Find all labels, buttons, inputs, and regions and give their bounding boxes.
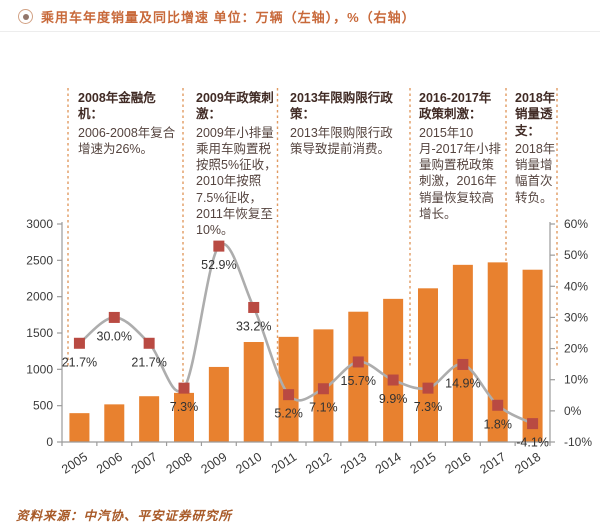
right-axis-tick-label: -10% xyxy=(564,435,592,449)
growth-label-2009: 52.9% xyxy=(201,258,236,272)
annotation-body: 2015年10月-2017年小排量购置税政策刺激，2016年销量恢复较高增长。 xyxy=(419,125,501,221)
growth-label-2005: 21.7% xyxy=(62,355,97,369)
annotation-title: 2016-2017年政策刺激： xyxy=(419,91,492,122)
growth-label-2014: 9.9% xyxy=(379,392,408,406)
growth-marker-2018 xyxy=(527,418,539,430)
x-axis-label-2015: 2015 xyxy=(408,450,439,477)
annotation-body: 2009年小排量乘用车购置税按照5%征收，2010年按照7.5%征收，2011年… xyxy=(196,125,277,238)
left-axis-tick-label: 500 xyxy=(33,399,53,413)
x-axis-label-2016: 2016 xyxy=(443,450,474,477)
sales-bar-2016 xyxy=(452,264,473,442)
right-axis-tick-label: 10% xyxy=(564,373,588,387)
figure-header: 乘用车年度销量及同比增速 单位：万辆（左轴），%（右轴） xyxy=(18,7,416,26)
growth-label-2018: -4.1% xyxy=(516,436,549,450)
growth-marker-2008 xyxy=(178,382,190,394)
sales-bar-2005 xyxy=(69,413,90,442)
growth-marker-2005 xyxy=(73,337,85,349)
annotation-title: 2009年政策刺激： xyxy=(196,91,274,122)
target-bullet-icon xyxy=(18,9,33,24)
left-axis-tick-label: 0 xyxy=(46,435,53,449)
sales-bar-2008 xyxy=(174,392,194,442)
growth-label-2006: 30.0% xyxy=(97,329,132,343)
left-axis-tick-label: 2500 xyxy=(26,253,53,267)
x-axis-label-2014: 2014 xyxy=(373,450,404,477)
growth-label-2007: 21.7% xyxy=(131,355,166,369)
growth-marker-2009 xyxy=(213,240,225,252)
growth-marker-2017 xyxy=(492,399,504,411)
x-axis-label-2007: 2007 xyxy=(129,450,160,477)
annotation-2016-2017-policy-stimulus: 2016-2017年政策刺激： 2015年10月-2017年小排量购置税政策刺激… xyxy=(419,90,503,222)
annotation-body: 2013年限购限行政策导致提前消费。 xyxy=(290,125,393,156)
x-axis-label-2008: 2008 xyxy=(164,450,195,477)
annotation-2018-sales-overdraft: 2018年销量透支： 2018年销量增幅首次转负。 xyxy=(515,90,560,206)
annotation-2013-purchase-restriction: 2013年限购限行政策： 2013年限购限行政策导致提前消费。 xyxy=(290,90,402,157)
growth-label-2008: 7.3% xyxy=(170,400,199,414)
left-axis-tick-label: 2000 xyxy=(26,290,53,304)
growth-label-2012: 7.1% xyxy=(309,401,338,415)
figure-title: 乘用车年度销量及同比增速 单位：万辆（左轴），%（右轴） xyxy=(41,10,416,25)
sales-bar-2014 xyxy=(383,298,404,442)
x-axis-label-2009: 2009 xyxy=(199,450,230,477)
right-axis-tick-label: 30% xyxy=(564,310,588,324)
x-axis-label-2005: 2005 xyxy=(59,450,90,477)
sales-bar-2007 xyxy=(139,396,160,442)
growth-marker-2014 xyxy=(387,374,399,386)
sales-bar-2017 xyxy=(487,262,508,442)
right-axis-tick-label: 60% xyxy=(564,217,588,231)
x-axis-label-2012: 2012 xyxy=(303,450,334,477)
growth-marker-2007 xyxy=(143,337,155,349)
annotation-2008-financial-crisis: 2008年金融危机： 2006-2008年复合增速为26%。 xyxy=(78,90,178,157)
left-axis-tick-label: 3000 xyxy=(26,217,53,231)
growth-label-2013: 15.7% xyxy=(341,374,376,388)
x-axis-label-2011: 2011 xyxy=(269,450,299,476)
left-axis-tick-label: 1000 xyxy=(26,362,53,376)
right-axis-tick-label: 20% xyxy=(564,342,588,356)
sales-bar-2015 xyxy=(418,288,438,442)
growth-marker-2006 xyxy=(108,311,120,323)
x-axis-label-2006: 2006 xyxy=(94,450,125,477)
sales-bar-2010 xyxy=(243,342,264,442)
growth-marker-2010 xyxy=(248,301,260,313)
header-divider xyxy=(0,31,600,32)
x-axis-label-2013: 2013 xyxy=(338,450,369,477)
growth-label-2010: 33.2% xyxy=(236,319,271,333)
right-axis-tick-label: 0% xyxy=(564,404,582,418)
source-note: 资料来源：中汽协、平安证券研究所 xyxy=(16,509,233,523)
growth-marker-2012 xyxy=(317,383,329,395)
growth-marker-2016 xyxy=(457,358,469,370)
annotation-title: 2013年限购限行政策： xyxy=(290,91,393,122)
sales-bar-2013 xyxy=(348,311,369,442)
growth-label-2011: 5.2% xyxy=(274,407,303,421)
annotation-title: 2018年销量透支： xyxy=(515,91,556,138)
growth-marker-2013 xyxy=(352,356,364,368)
right-axis-tick-label: 50% xyxy=(564,248,588,262)
growth-label-2017: 1.8% xyxy=(483,417,512,431)
growth-label-2015: 7.3% xyxy=(414,400,443,414)
bullet-dot xyxy=(22,13,29,20)
annotation-body: 2006-2008年复合增速为26%。 xyxy=(78,125,176,156)
sales-bar-2018 xyxy=(522,269,543,442)
annotation-title: 2008年金融危机： xyxy=(78,91,156,122)
sales-bar-2006 xyxy=(104,404,125,442)
x-axis-label-2017: 2017 xyxy=(477,450,508,477)
left-axis-tick-label: 1500 xyxy=(26,326,53,340)
growth-label-2016: 14.9% xyxy=(445,376,480,390)
growth-marker-2015 xyxy=(422,382,434,394)
annotation-body: 2018年销量增幅首次转负。 xyxy=(515,141,556,205)
right-axis-tick-label: 40% xyxy=(564,279,588,293)
x-axis-label-2010: 2010 xyxy=(233,450,264,477)
x-axis-label-2018: 2018 xyxy=(512,450,543,477)
sales-bar-2009 xyxy=(208,366,229,442)
annotation-2009-policy-stimulus: 2009年政策刺激： 2009年小排量乘用车购置税按照5%征收，2010年按照7… xyxy=(196,90,280,238)
growth-marker-2011 xyxy=(283,389,295,401)
